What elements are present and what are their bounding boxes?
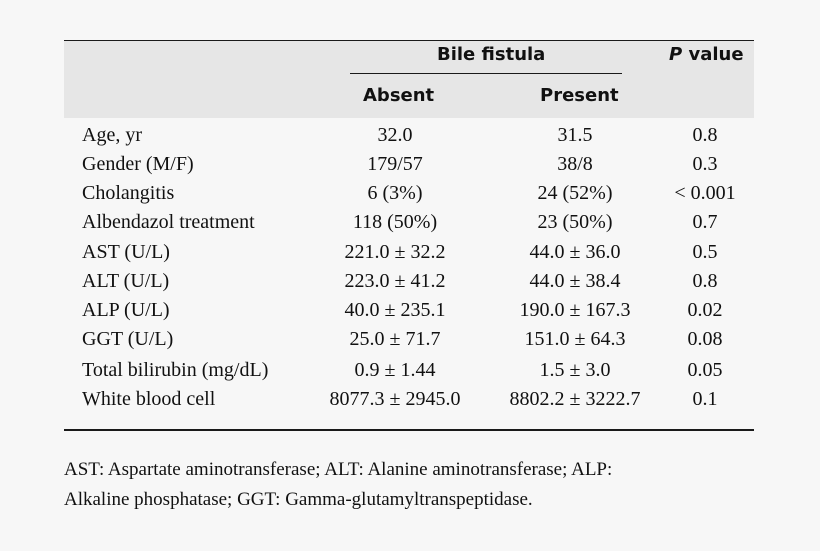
- cell-present: 44.0 ± 36.0: [529, 241, 621, 263]
- cell-absent: 118 (50%): [352, 211, 438, 233]
- cell-variable: Albendazol treatment: [82, 211, 255, 233]
- cell-p-value: 0.05: [687, 359, 723, 381]
- cell-p-value: 0.8: [692, 124, 718, 146]
- cell-variable: Gender (M/F): [82, 153, 194, 175]
- table-header-background: [64, 41, 754, 118]
- cell-present: 23 (50%): [537, 211, 613, 233]
- cell-p-value: 0.8: [692, 270, 718, 292]
- cell-p-value: 0.02: [687, 299, 723, 321]
- cell-absent: 221.0 ± 32.2: [344, 241, 446, 263]
- header-p-word: value: [682, 44, 744, 65]
- cell-p-value: 0.3: [692, 153, 718, 175]
- cell-variable: AST (U/L): [82, 241, 170, 263]
- cell-variable: Total bilirubin (mg/dL): [82, 359, 269, 381]
- cell-present: 151.0 ± 64.3: [524, 328, 626, 350]
- cell-p-value: 0.7: [692, 211, 718, 233]
- footnote-line: Alkaline phosphatase; GGT: Gamma-glutamy…: [64, 489, 533, 510]
- cell-absent: 32.0: [377, 124, 413, 146]
- cell-present: 24 (52%): [537, 182, 613, 204]
- cell-variable: White blood cell: [82, 388, 216, 410]
- cell-present: 31.5: [557, 124, 593, 146]
- header-bile-fistula: Bile fistula: [437, 44, 546, 65]
- cell-absent: 179/57: [367, 153, 423, 175]
- cell-p-value: 0.08: [687, 328, 723, 350]
- cell-variable: Age, yr: [82, 124, 142, 146]
- cell-variable: ALP (U/L): [82, 299, 170, 321]
- cell-variable: GGT (U/L): [82, 328, 174, 350]
- header-p-value: P value: [669, 43, 744, 67]
- cell-absent: 25.0 ± 71.7: [349, 328, 441, 350]
- group-underline: [350, 73, 622, 74]
- cell-p-value: 0.5: [692, 241, 718, 263]
- cell-p-value: 0.1: [692, 388, 718, 410]
- cell-absent: 0.9 ± 1.44: [354, 359, 436, 381]
- header-present: Present: [540, 85, 619, 106]
- cell-present: 38/8: [557, 153, 593, 175]
- cell-absent: 40.0 ± 235.1: [344, 299, 446, 321]
- cell-absent: 6 (3%): [367, 182, 423, 204]
- cell-absent: 223.0 ± 41.2: [344, 270, 446, 292]
- footnote-line: AST: Aspartate aminotransferase; ALT: Al…: [64, 459, 613, 480]
- table-top-rule: [64, 40, 754, 41]
- cell-present: 190.0 ± 167.3: [519, 299, 631, 321]
- header-absent: Absent: [363, 85, 435, 106]
- cell-absent: 8077.3 ± 2945.0: [329, 388, 461, 410]
- cell-p-value: < 0.001: [674, 182, 736, 204]
- cell-variable: Cholangitis: [82, 182, 175, 204]
- cell-present: 44.0 ± 38.4: [529, 270, 621, 292]
- cell-present: 1.5 ± 3.0: [539, 359, 611, 381]
- cell-variable: ALT (U/L): [82, 270, 170, 292]
- header-p-letter: P: [669, 44, 683, 65]
- table-footnote: AST: Aspartate aminotransferase; ALT: Al…: [64, 455, 764, 515]
- table-bottom-rule: [64, 429, 754, 431]
- cell-present: 8802.2 ± 3222.7: [509, 388, 641, 410]
